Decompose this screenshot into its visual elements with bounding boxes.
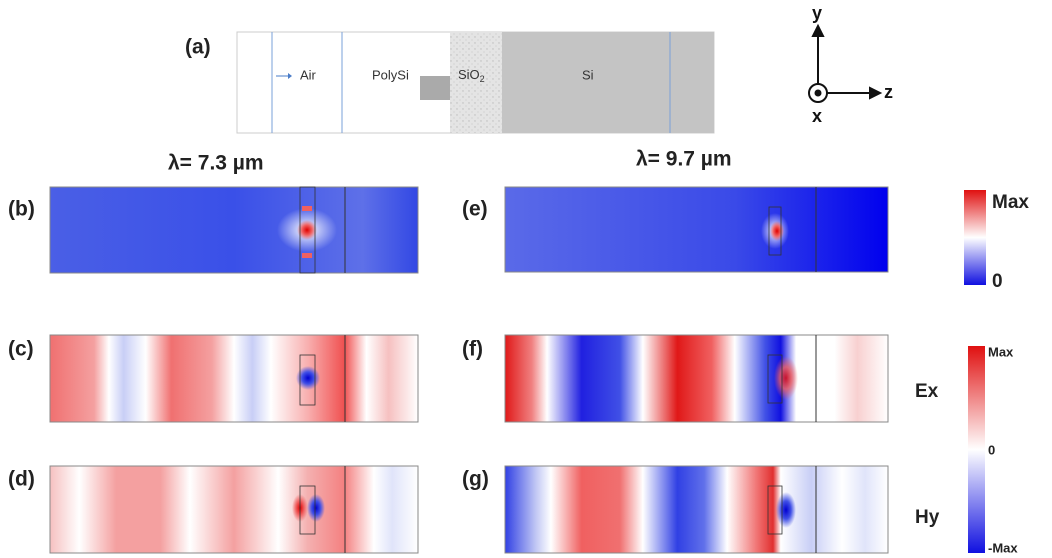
field-map bbox=[504, 186, 889, 273]
panel-label: (c) bbox=[8, 338, 34, 361]
field-map bbox=[504, 334, 889, 423]
colorbar bbox=[968, 346, 985, 553]
layer-label: Air bbox=[300, 67, 317, 82]
wavelength-label: λ= 7.3 µm bbox=[168, 152, 264, 175]
field-map bbox=[504, 465, 889, 554]
colorbar-label: 0 bbox=[988, 442, 995, 457]
colorbar-label: Max bbox=[992, 192, 1029, 213]
panel-label: (a) bbox=[185, 36, 211, 59]
axis-label: z bbox=[884, 82, 893, 102]
field-map bbox=[49, 334, 419, 423]
structure-schematic bbox=[236, 31, 715, 134]
colorbar-label: 0 bbox=[992, 271, 1003, 292]
component-label: Ex bbox=[915, 381, 939, 402]
layer-label: Si bbox=[582, 67, 594, 82]
layer-label: PolySi bbox=[372, 67, 409, 82]
field-map bbox=[49, 465, 419, 554]
colorbar-label: Max bbox=[988, 344, 1014, 359]
axis-label: y bbox=[812, 3, 822, 23]
layer-label: SiO2 bbox=[458, 67, 485, 84]
axis-label: x bbox=[812, 106, 822, 126]
panel-label: (g) bbox=[462, 468, 489, 491]
colorbar-label: -Max bbox=[988, 540, 1018, 555]
wavelength-label: λ= 9.7 µm bbox=[636, 148, 732, 171]
panel-label: (b) bbox=[8, 198, 35, 221]
panel-label: (f) bbox=[462, 338, 483, 361]
panel-label: (d) bbox=[8, 468, 35, 491]
component-label: Hy bbox=[915, 507, 940, 528]
coordinate-axes bbox=[808, 23, 883, 103]
field-map bbox=[49, 186, 419, 274]
panel-label: (e) bbox=[462, 198, 488, 221]
colorbar bbox=[964, 190, 986, 285]
